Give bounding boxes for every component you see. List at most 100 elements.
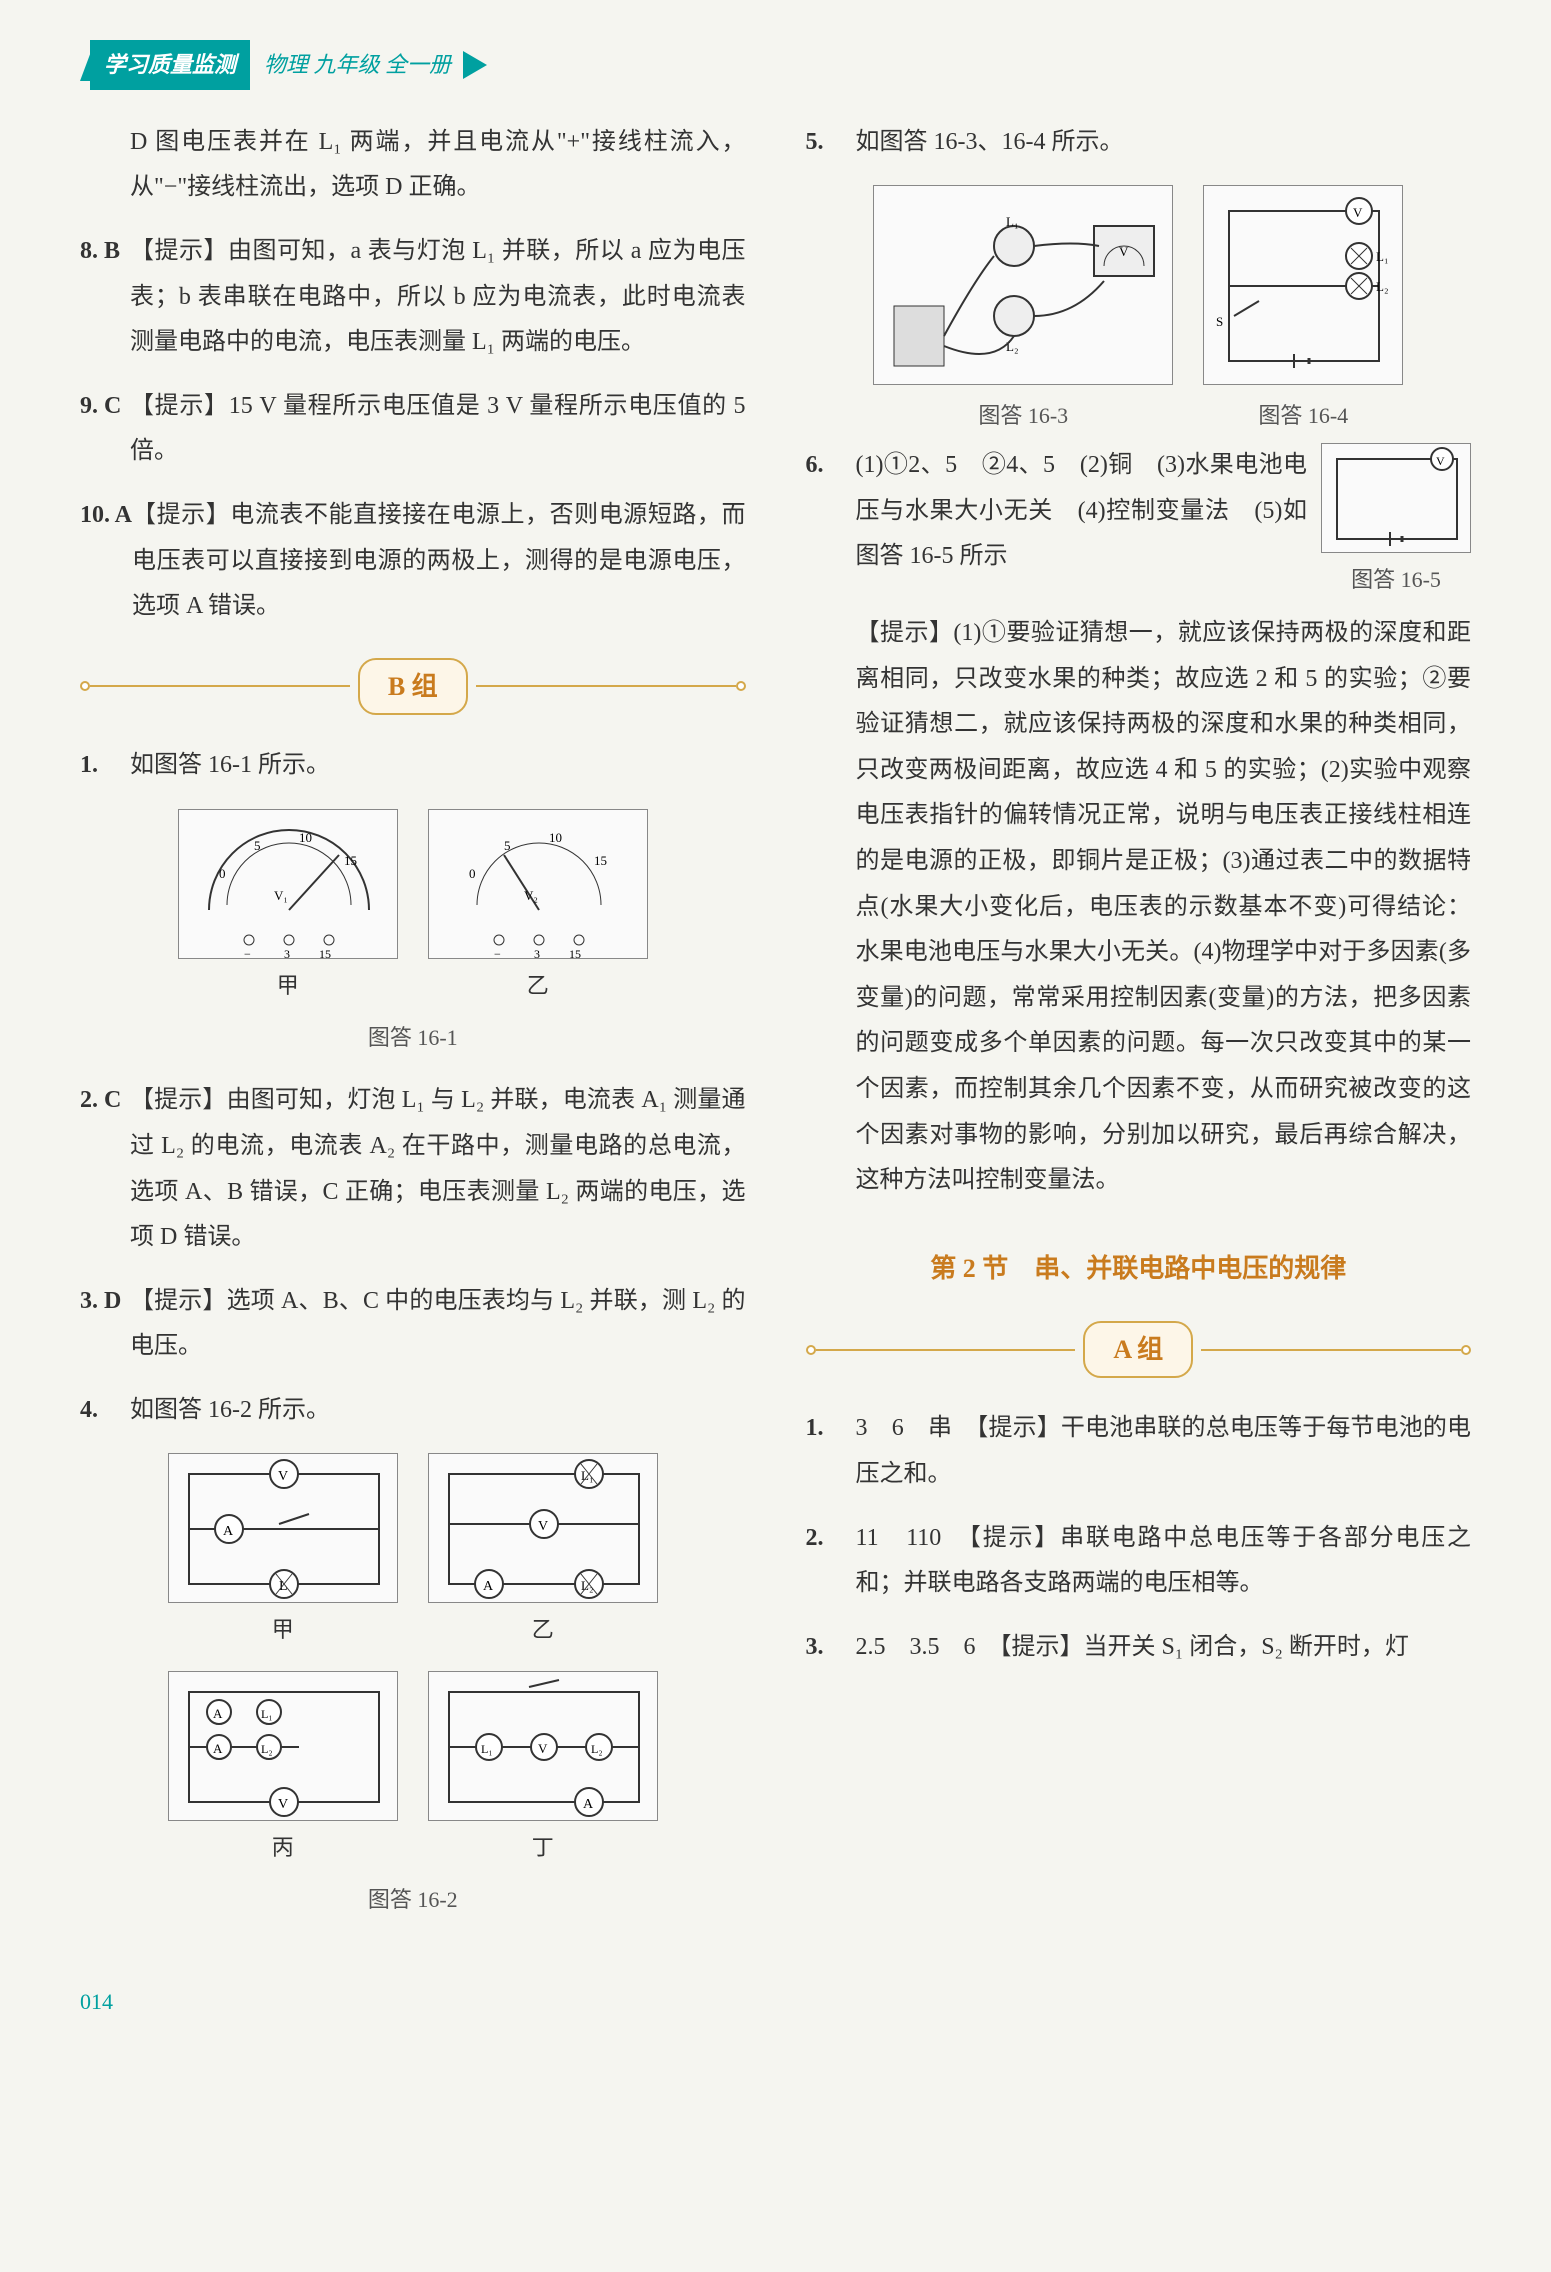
q8-body: 【提示】由图可知，a 表与灯泡 L₁ 并联，所以 a 应为电压表；b 表串联在电… — [130, 229, 746, 366]
a-question-2: 2. 11 110 【提示】串联电路中总电压等于各部分电压之和；并联电路各支路两… — [806, 1516, 1472, 1607]
fig-16-5-float: V 图答 16-5 — [1321, 443, 1471, 601]
figure-16-3-4: L₁ L₂ V 图答 16-3 V L₁ — [806, 185, 1472, 437]
question-8: 8. B 【提示】由图可知，a 表与灯泡 L₁ 并联，所以 a 应为电压表；b … — [80, 229, 746, 366]
figure-16-2-row2: A L₁ A L₂ V 丙 — [80, 1671, 746, 1869]
circuit-diagram-a: V A L — [168, 1453, 398, 1603]
header-series-label: 学习质量监测 — [90, 40, 250, 90]
scale-15: 15 — [344, 853, 357, 868]
svg-text:L₁: L₁ — [261, 1707, 273, 1721]
a3-number: 3. — [806, 1625, 856, 1671]
svg-text:3: 3 — [284, 947, 290, 959]
fig-16-1-sub1: 甲 — [277, 965, 299, 1007]
fig-16-2-caption: 图答 16-2 — [80, 1879, 746, 1921]
svg-text:A: A — [583, 1797, 594, 1812]
fig-16-2-c: A L₁ A L₂ V 丙 — [168, 1671, 398, 1869]
circuit-schematic-16-4: V L₁ L₂ S — [1203, 185, 1403, 385]
physical-circuit-photo: L₁ L₂ V — [873, 185, 1173, 385]
fig-16-2-a: V A L 甲 — [168, 1453, 398, 1651]
svg-text:A: A — [213, 1706, 223, 1721]
svg-text:V: V — [1436, 454, 1445, 468]
continuation-text: D 图电压表并在 L₁ 两端，并且电流从"+"接线柱流入，从"−"接线柱流出，选… — [80, 120, 746, 211]
b2-body: 【提示】由图可知，灯泡 L₁ 与 L₂ 并联，电流表 A₁ 测量通过 L₂ 的电… — [130, 1078, 746, 1260]
circuit-diagram-d: L₁ V L₂ A — [428, 1671, 658, 1821]
circuit-schematic-16-5: V — [1321, 443, 1471, 553]
page-header: 学习质量监测 物理 九年级 全一册 — [80, 40, 1471, 90]
svg-text:A: A — [483, 1579, 494, 1594]
b4-body: 如图答 16-2 所示。 — [130, 1388, 746, 1434]
group-a-badge: A 组 — [1083, 1321, 1193, 1378]
group-b-divider: B 组 — [80, 658, 746, 715]
svg-text:L₂: L₂ — [261, 1742, 273, 1756]
fig-16-1-sub2: 乙 — [527, 965, 549, 1007]
divider-line-left — [90, 685, 350, 687]
b3-body: 【提示】选项 A、B、C 中的电压表均与 L₂ 并联，测 L₂ 的电压。 — [130, 1279, 746, 1370]
svg-text:L₂: L₂ — [591, 1742, 603, 1756]
svg-text:L₂: L₂ — [1006, 339, 1018, 354]
divider-dot-right — [736, 681, 746, 691]
divider-a-line-right — [1201, 1349, 1461, 1351]
figure-16-1: 0 5 10 15 V₁ − 3 15 甲 — [80, 809, 746, 1007]
q9-number: 9. C — [80, 384, 130, 475]
group-b-badge: B 组 — [358, 658, 468, 715]
fig-16-2-sub2: 乙 — [532, 1609, 554, 1651]
svg-text:V: V — [278, 1469, 288, 1484]
q10-number: 10. A — [80, 493, 132, 630]
divider-a-dot-right — [1461, 1345, 1471, 1355]
circuit-diagram-c: A L₁ A L₂ V — [168, 1671, 398, 1821]
a2-number: 2. — [806, 1516, 856, 1607]
svg-text:15: 15 — [319, 947, 331, 959]
b1-number: 1. — [80, 743, 130, 789]
svg-text:5: 5 — [504, 838, 511, 853]
question-5: 5. 如图答 16-3、16-4 所示。 — [806, 120, 1472, 166]
q6-answer-line: (1)①2、5 ②4、5 (2)铜 (3)水果电池电压与水果大小无关 (4)控制… — [856, 452, 1308, 569]
a1-body: 3 6 串 【提示】干电池串联的总电压等于每节电池的电压之和。 — [856, 1406, 1472, 1497]
divider-line-right — [476, 685, 736, 687]
q8-number: 8. B — [80, 229, 130, 366]
fig-16-4-wrap: V L₁ L₂ S 图答 16-4 — [1203, 185, 1403, 437]
svg-text:V₂: V₂ — [524, 888, 538, 903]
question-9: 9. C 【提示】15 V 量程所示电压值是 3 V 量程所示电压值的 5 倍。 — [80, 384, 746, 475]
circuit-diagram-b: L₁ V A L₂ — [428, 1453, 658, 1603]
svg-text:V: V — [538, 1741, 548, 1756]
figure-16-2-row1: V A L 甲 L₁ — [80, 1453, 746, 1651]
scale-0: 0 — [219, 866, 226, 881]
b-question-2: 2. C 【提示】由图可知，灯泡 L₁ 与 L₂ 并联，电流表 A₁ 测量通过 … — [80, 1078, 746, 1260]
q6-number: 6. — [806, 443, 856, 1204]
fig-16-2-b: L₁ V A L₂ 乙 — [428, 1453, 658, 1651]
fig-16-2-sub1: 甲 — [272, 1609, 294, 1651]
svg-text:0: 0 — [469, 866, 476, 881]
svg-text:−: − — [244, 947, 251, 959]
left-column: D 图电压表并在 L₁ 两端，并且电流从"+"接线柱流入，从"−"接线柱流出，选… — [80, 120, 746, 1941]
divider-a-line-left — [816, 1349, 1076, 1351]
voltmeter-diagram-1: 0 5 10 15 V₁ − 3 15 — [178, 809, 398, 959]
group-a-divider: A 组 — [806, 1321, 1472, 1378]
svg-text:10: 10 — [549, 830, 562, 845]
fig-16-2-d: L₁ V L₂ A 丁 — [428, 1671, 658, 1869]
svg-text:−: − — [494, 947, 501, 959]
a-question-1: 1. 3 6 串 【提示】干电池串联的总电压等于每节电池的电压之和。 — [806, 1406, 1472, 1497]
fig-16-4-caption: 图答 16-4 — [1258, 395, 1348, 437]
svg-text:3: 3 — [534, 947, 540, 959]
b1-body: 如图答 16-1 所示。 — [130, 743, 746, 789]
fig-16-1-left: 0 5 10 15 V₁ − 3 15 甲 — [178, 809, 398, 1007]
voltmeter-diagram-2: 0 5 10 15 V₂ − 3 15 — [428, 809, 648, 959]
a-question-3: 3. 2.5 3.5 6 【提示】当开关 S₁ 闭合，S₂ 断开时，灯 — [806, 1625, 1472, 1671]
section-2-title: 第 2 节 串、并联电路中电压的规律 — [806, 1244, 1472, 1293]
svg-text:15: 15 — [594, 853, 607, 868]
q5-number: 5. — [806, 120, 856, 166]
q10-body: 【提示】电流表不能直接接在电源上，否则电源短路，而电压表可以直接接到电源的两极上… — [132, 493, 745, 630]
divider-dot-left — [80, 681, 90, 691]
b2-number: 2. C — [80, 1078, 130, 1260]
scale-5: 5 — [254, 838, 261, 853]
fig-16-2-sub4: 丁 — [532, 1827, 554, 1869]
a3-body: 2.5 3.5 6 【提示】当开关 S₁ 闭合，S₂ 断开时，灯 — [856, 1625, 1472, 1671]
two-column-layout: D 图电压表并在 L₁ 两端，并且电流从"+"接线柱流入，从"−"接线柱流出，选… — [80, 120, 1471, 1941]
svg-text:V: V — [1353, 205, 1363, 220]
b-question-4: 4. 如图答 16-2 所示。 — [80, 1388, 746, 1434]
svg-text:A: A — [223, 1524, 234, 1539]
b3-number: 3. D — [80, 1279, 130, 1370]
fig-16-3-wrap: L₁ L₂ V 图答 16-3 — [873, 185, 1173, 437]
svg-text:L₁: L₁ — [1006, 214, 1018, 229]
q9-body: 【提示】15 V 量程所示电压值是 3 V 量程所示电压值的 5 倍。 — [130, 384, 746, 475]
header-arrow-icon — [463, 51, 487, 79]
